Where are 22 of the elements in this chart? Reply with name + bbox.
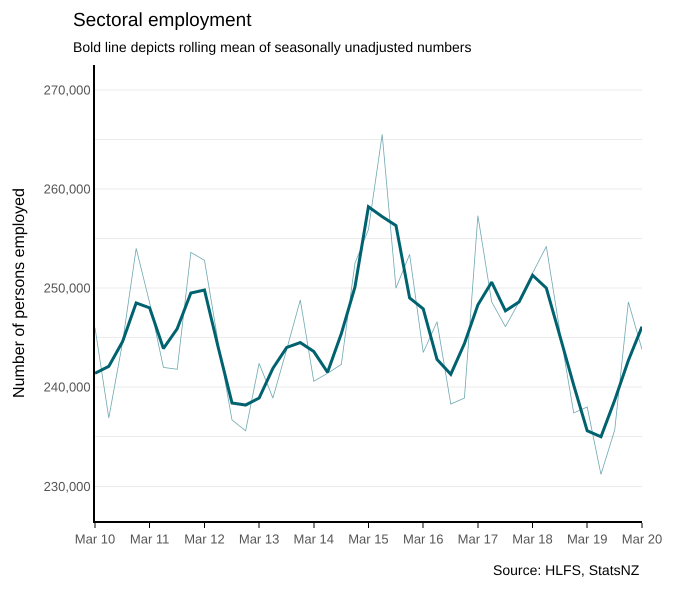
x-tick-label: Mar 12: [184, 531, 225, 546]
line-series: [95, 134, 642, 475]
x-tick-label: Mar 20: [622, 531, 662, 546]
line-series: [95, 205, 642, 438]
y-tick-label: 240,000: [44, 380, 91, 395]
x-tick-label: Mar 15: [348, 531, 389, 546]
x-tick-label: Mar 14: [294, 531, 334, 546]
y-tick-label: 230,000: [44, 478, 91, 494]
x-tick-label: Mar 13: [238, 531, 280, 546]
chart-subtitle: Bold line depicts rolling mean of seasonally unadjusted numbers: [73, 39, 472, 55]
chart-title: Sectoral employment: [73, 10, 252, 31]
source-note: Source: HLFS, StatsNZ: [493, 562, 640, 578]
y-tick-label: 270,000: [44, 82, 91, 98]
y-axis-title: Number of persons employed: [11, 188, 28, 398]
x-tick-label: Mar 10: [74, 531, 116, 546]
x-tick-label: Mar 18: [512, 531, 553, 546]
x-tick-label: Mar 11: [130, 531, 170, 546]
x-tick-label: Mar 16: [402, 531, 444, 546]
y-tick-label: 250,000: [44, 280, 91, 296]
y-tick-label: 260,000: [44, 181, 91, 196]
x-tick-label: Mar 19: [566, 531, 608, 546]
x-tick-label: Mar 17: [458, 531, 498, 546]
